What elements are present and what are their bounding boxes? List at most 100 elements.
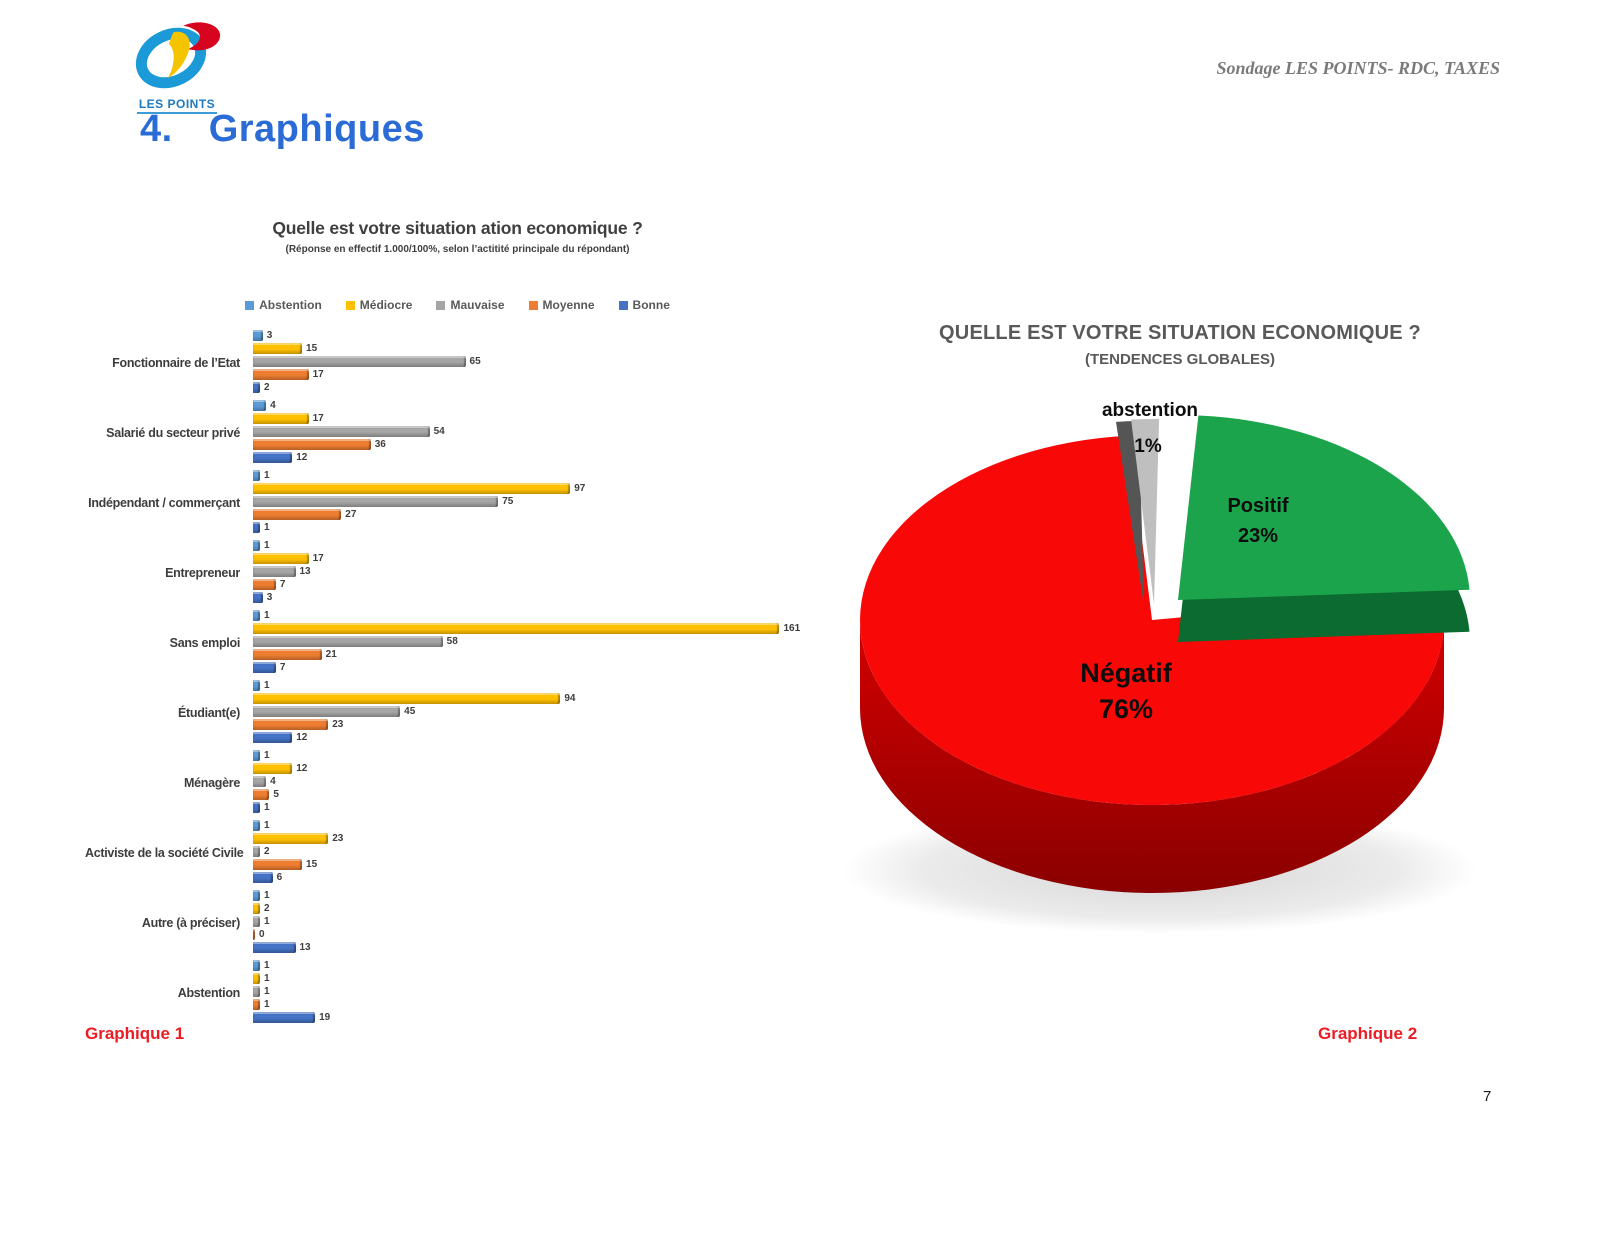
bar-mauvaise xyxy=(253,706,401,717)
bar-mauvaise xyxy=(253,776,267,787)
abstention-slice-side xyxy=(1116,421,1144,606)
bar-category-group: Abstention 1 1 1 1 19 xyxy=(85,960,800,1025)
category-label: Abstention xyxy=(177,985,241,1000)
les-points-logo-icon xyxy=(135,22,221,89)
les-points-logo: LES POINTS xyxy=(122,20,232,114)
bar-row: 7 xyxy=(253,662,800,673)
bar-row: 2 xyxy=(253,903,311,914)
bar-value-label: 75 xyxy=(502,495,514,507)
bar-category-group: Activiste de la société Civile 1 23 2 15 6 xyxy=(85,820,800,885)
positif-pct-label: 23% xyxy=(1238,525,1278,547)
negatif-slice xyxy=(860,435,1445,806)
bar-moyenne xyxy=(253,719,329,730)
bar-row: 17 xyxy=(253,553,324,564)
bar-abstention xyxy=(253,890,260,901)
abstention-pct-label: 1% xyxy=(1134,436,1162,457)
bar-row: 1 xyxy=(253,750,307,761)
bar-mauvaise xyxy=(253,636,443,647)
bar-value-label: 12 xyxy=(296,731,308,743)
bar-value-label: 1 xyxy=(264,679,270,691)
bar-value-label: 27 xyxy=(345,508,357,520)
section-number: 4. xyxy=(140,108,173,150)
bar-chart: Quelle est votre situation ation economi… xyxy=(85,212,830,1023)
bar-row: 1 xyxy=(253,916,311,927)
category-label: Ménagère xyxy=(184,775,240,790)
bar-category-group: Ménagère 1 12 4 5 1 xyxy=(85,750,800,815)
bar-category-group: Fonctionnaire de l’Etat 3 15 65 17 2 xyxy=(85,330,800,395)
bar-médiocre xyxy=(253,973,260,984)
bar-row: 75 xyxy=(253,496,585,507)
pie-chart-subtitle: (TENDENCES GLOBALES) xyxy=(1084,351,1275,368)
bar-row: 54 xyxy=(253,426,445,437)
bar-abstention xyxy=(253,330,263,341)
bar-value-label: 1 xyxy=(264,801,270,813)
bar-row: 58 xyxy=(253,636,800,647)
bar-row: 1 xyxy=(253,610,800,621)
bar-stack: 1 17 13 7 3 xyxy=(253,540,324,605)
bar-value-label: 4 xyxy=(270,399,276,411)
legend-item-médiocre: Médiocre xyxy=(345,298,412,312)
bar-row: 15 xyxy=(253,859,343,870)
bar-row: 6 xyxy=(253,872,343,883)
bar-médiocre xyxy=(253,763,293,774)
bar-mauvaise xyxy=(253,356,466,367)
bar-row: 1 xyxy=(253,890,311,901)
bar-stack: 1 23 2 15 6 xyxy=(253,820,343,885)
bar-row: 161 xyxy=(253,623,800,634)
bar-value-label: 13 xyxy=(299,941,311,953)
bar-value-label: 12 xyxy=(296,762,308,774)
bar-stack: 1 94 45 23 12 xyxy=(253,680,576,745)
bar-value-label: 15 xyxy=(306,858,318,870)
bar-value-label: 2 xyxy=(264,902,270,914)
bar-row: 13 xyxy=(253,942,311,953)
bar-value-label: 94 xyxy=(564,692,576,704)
bar-value-label: 1 xyxy=(264,959,270,971)
bar-stack: 4 17 54 36 12 xyxy=(253,400,445,465)
bar-row: 23 xyxy=(253,719,576,730)
bar-row: 97 xyxy=(253,483,585,494)
bar-row: 4 xyxy=(253,400,445,411)
legend-swatch-icon xyxy=(618,300,628,310)
bar-row: 15 xyxy=(253,343,481,354)
bar-row: 12 xyxy=(253,452,445,463)
bar-row: 7 xyxy=(253,579,324,590)
bar-value-label: 3 xyxy=(266,329,273,341)
bar-row: 45 xyxy=(253,706,576,717)
bar-chart-plot: Fonctionnaire de l’Etat 3 15 65 17 2 Salarié d… xyxy=(85,330,800,1030)
section-heading: 4. Graphiques xyxy=(140,108,425,151)
bar-abstention xyxy=(253,960,260,971)
legend-item-moyenne: Moyenne xyxy=(528,298,595,312)
section-title: Graphiques xyxy=(208,108,425,150)
bar-value-label: 1 xyxy=(264,915,270,927)
bar-abstention xyxy=(253,750,260,761)
pie-chart-canvas: abstention 1% Positif 23% Négatif 76% xyxy=(842,400,1478,934)
bar-value-label: 1 xyxy=(264,889,270,901)
positif-label: Positif xyxy=(1227,495,1288,517)
bar-mauvaise xyxy=(253,566,296,577)
bar-value-label: 17 xyxy=(312,552,324,564)
bar-row: 0 xyxy=(253,929,311,940)
bar-médiocre xyxy=(253,693,561,704)
negatif-label: Négatif xyxy=(1080,658,1173,688)
bar-bonne xyxy=(253,732,293,743)
bar-value-label: 12 xyxy=(296,451,308,463)
bar-row: 23 xyxy=(253,833,343,844)
bar-stack: 1 1 1 1 19 xyxy=(253,960,330,1025)
bar-row: 5 xyxy=(253,789,307,800)
caption-graphique-1: Graphique 1 xyxy=(85,1024,185,1043)
bar-value-label: 1 xyxy=(264,469,270,481)
legend-label: Bonne xyxy=(632,298,670,312)
bar-moyenne xyxy=(253,509,342,520)
bar-category-group: Étudiant(e) 1 94 45 23 12 xyxy=(85,680,800,745)
bar-stack: 1 12 4 5 1 xyxy=(253,750,307,815)
bar-abstention xyxy=(253,470,260,481)
bar-abstention xyxy=(253,820,260,831)
legend-swatch-icon xyxy=(436,300,446,310)
legend-label: Moyenne xyxy=(542,298,595,312)
bar-moyenne xyxy=(253,579,276,590)
bar-médiocre xyxy=(253,343,303,354)
category-label: Fonctionnaire de l’Etat xyxy=(112,355,240,370)
bar-bonne xyxy=(253,872,273,883)
bar-row: 1 xyxy=(253,680,576,691)
bar-row: 3 xyxy=(253,330,481,341)
